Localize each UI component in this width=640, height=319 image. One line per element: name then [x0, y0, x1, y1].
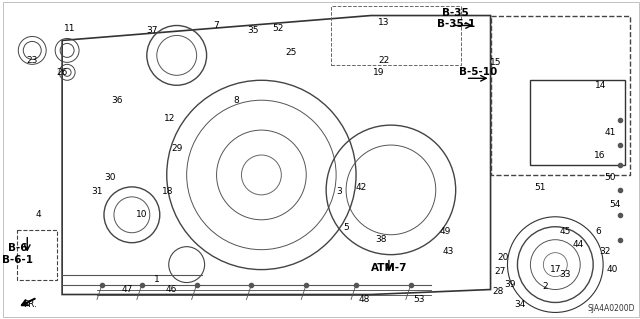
Text: 12: 12 — [164, 114, 175, 122]
Text: 20: 20 — [498, 253, 509, 262]
Text: 36: 36 — [111, 96, 123, 105]
Text: 27: 27 — [495, 267, 506, 276]
Text: 8: 8 — [234, 96, 239, 105]
Text: 33: 33 — [559, 270, 571, 279]
Text: B-5-10: B-5-10 — [460, 67, 498, 77]
Text: 31: 31 — [92, 187, 103, 197]
Text: 30: 30 — [104, 174, 116, 182]
Text: 45: 45 — [559, 227, 571, 236]
Text: 6: 6 — [595, 227, 601, 236]
Text: B-35: B-35 — [442, 8, 469, 18]
Text: 18: 18 — [162, 187, 173, 197]
Text: B-35-1: B-35-1 — [436, 19, 475, 29]
Text: 32: 32 — [600, 247, 611, 256]
Text: 47: 47 — [121, 285, 132, 294]
Text: 17: 17 — [550, 265, 561, 274]
Text: SJA4A0200D: SJA4A0200D — [588, 304, 635, 314]
Text: 37: 37 — [146, 26, 157, 35]
Text: 5: 5 — [343, 223, 349, 232]
Text: 50: 50 — [604, 174, 616, 182]
Text: 22: 22 — [378, 56, 390, 65]
Text: 46: 46 — [166, 285, 177, 294]
Text: 40: 40 — [607, 265, 618, 274]
Text: 28: 28 — [493, 287, 504, 296]
Text: 43: 43 — [443, 247, 454, 256]
Text: 51: 51 — [534, 183, 546, 192]
Text: 11: 11 — [65, 24, 76, 33]
Text: 29: 29 — [171, 144, 182, 152]
Text: 41: 41 — [604, 128, 616, 137]
Text: 13: 13 — [378, 18, 390, 27]
Text: 16: 16 — [595, 151, 606, 160]
Text: 52: 52 — [273, 24, 284, 33]
Text: 3: 3 — [336, 187, 342, 197]
Text: 42: 42 — [355, 183, 367, 192]
Text: 38: 38 — [375, 235, 387, 244]
Text: 39: 39 — [505, 280, 516, 289]
Text: 15: 15 — [490, 58, 501, 67]
Text: 54: 54 — [609, 200, 621, 209]
Text: 48: 48 — [358, 295, 370, 304]
Text: ATM-7: ATM-7 — [371, 263, 407, 273]
Text: 23: 23 — [26, 56, 38, 65]
Text: 10: 10 — [136, 210, 148, 219]
Text: 35: 35 — [248, 26, 259, 35]
Bar — [331, 5, 461, 65]
Text: 2: 2 — [543, 282, 548, 291]
Text: 49: 49 — [440, 227, 451, 236]
Text: 34: 34 — [515, 300, 526, 309]
Text: 19: 19 — [373, 68, 385, 77]
Text: 4: 4 — [35, 210, 41, 219]
Text: 44: 44 — [573, 240, 584, 249]
Text: 7: 7 — [214, 21, 220, 30]
Text: 53: 53 — [413, 295, 424, 304]
Text: FR.: FR. — [23, 300, 37, 309]
Text: 1: 1 — [154, 275, 159, 284]
Text: 25: 25 — [285, 48, 297, 57]
Text: 14: 14 — [595, 81, 606, 90]
Text: 26: 26 — [56, 68, 68, 77]
Text: B-6-1: B-6-1 — [2, 255, 33, 265]
Text: B-6: B-6 — [8, 243, 27, 253]
